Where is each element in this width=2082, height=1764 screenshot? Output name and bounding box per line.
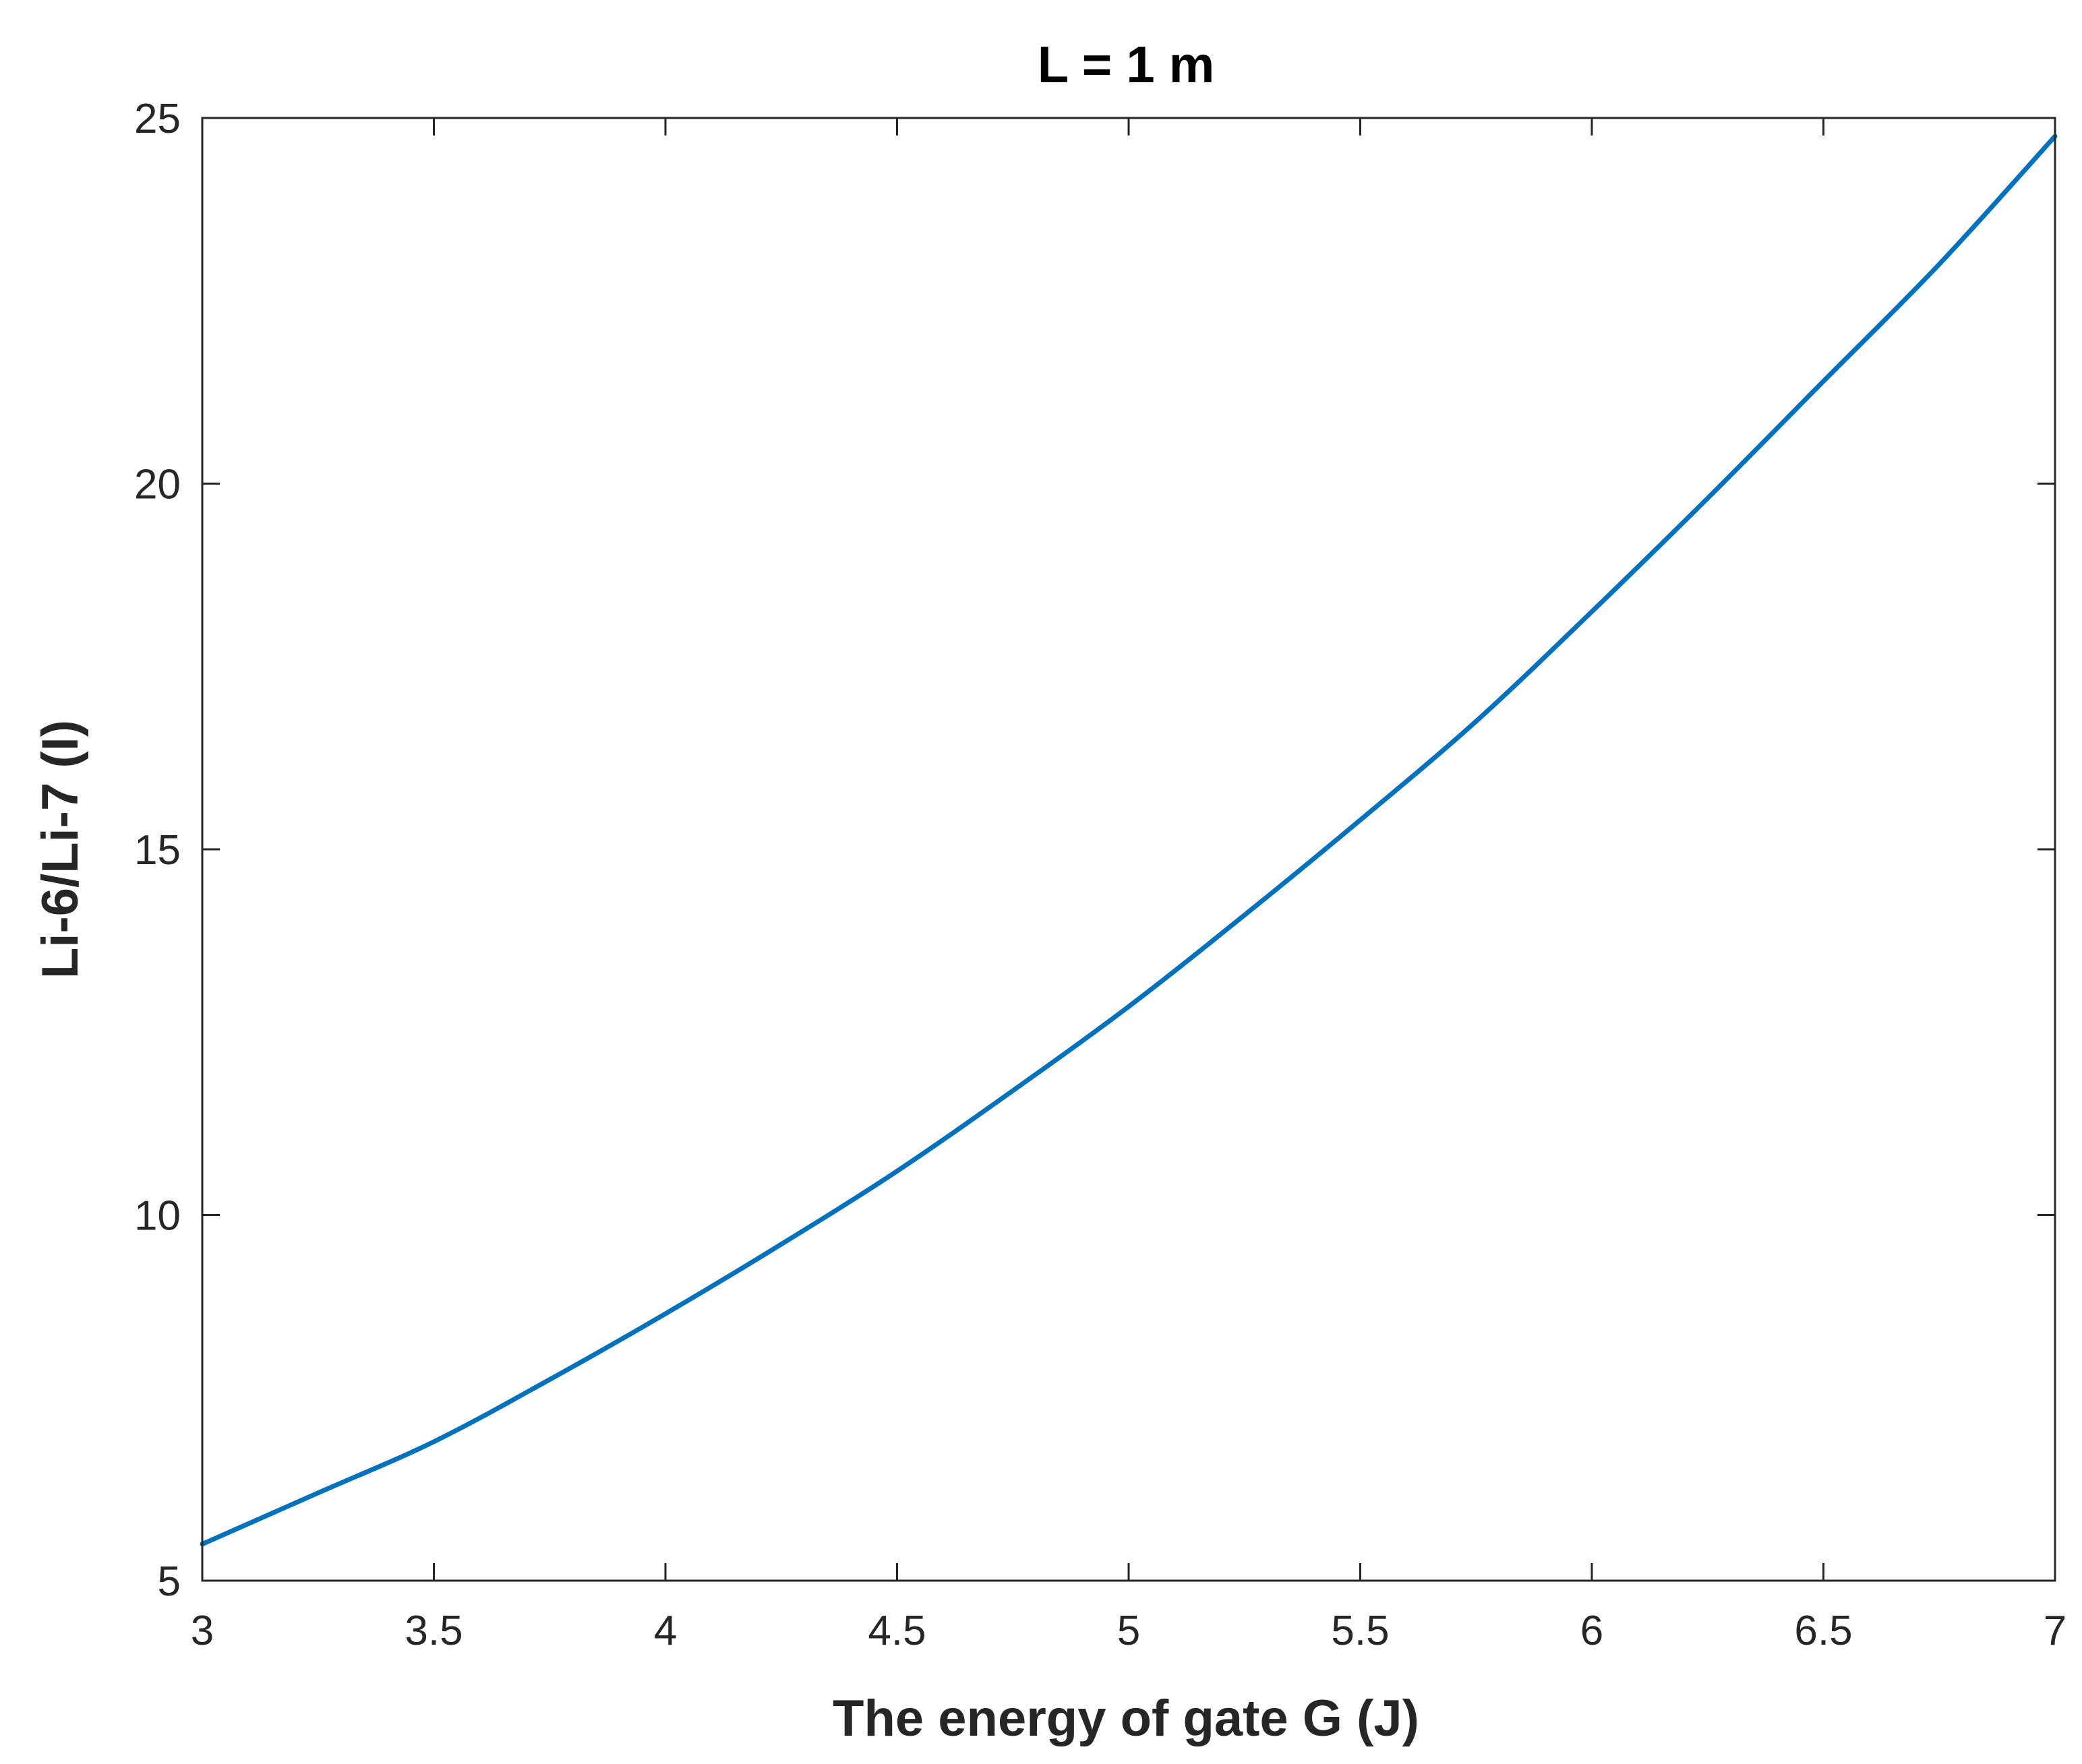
chart-title: L = 1 m — [1038, 36, 1215, 94]
plot-area — [202, 118, 2055, 1581]
x-axis-title: The energy of gate G (J) — [833, 1690, 1419, 1747]
plot-frame — [201, 117, 2056, 1582]
x-tick-label: 3.5 — [405, 1608, 463, 1654]
y-tick-label: 10 — [134, 1193, 181, 1240]
x-tick-label: 4.5 — [868, 1608, 926, 1654]
tick-labels-layer: 3 3.5 4 4.5 5 5.5 6 6.5 7 5 10 15 20 25 — [134, 96, 2066, 1654]
x-tick-label: 6 — [1580, 1608, 1603, 1654]
y-tick-label: 25 — [134, 96, 181, 142]
x-tick-label: 5 — [1117, 1608, 1140, 1654]
x-tick-label: 5.5 — [1331, 1608, 1389, 1654]
y-tick-label: 5 — [158, 1558, 181, 1605]
y-tick-label: 20 — [134, 462, 181, 508]
y-tick-label: 15 — [134, 827, 181, 874]
series-line — [200, 133, 2058, 1547]
series-layer — [200, 133, 2058, 1547]
y-axis-title: Li-6/Li-7 (I) — [32, 720, 89, 979]
x-tick-label: 4 — [654, 1608, 677, 1654]
x-tick-label: 6.5 — [1794, 1608, 1852, 1654]
x-tick-label: 7 — [2044, 1608, 2066, 1654]
x-tick-label: 3 — [191, 1608, 214, 1654]
